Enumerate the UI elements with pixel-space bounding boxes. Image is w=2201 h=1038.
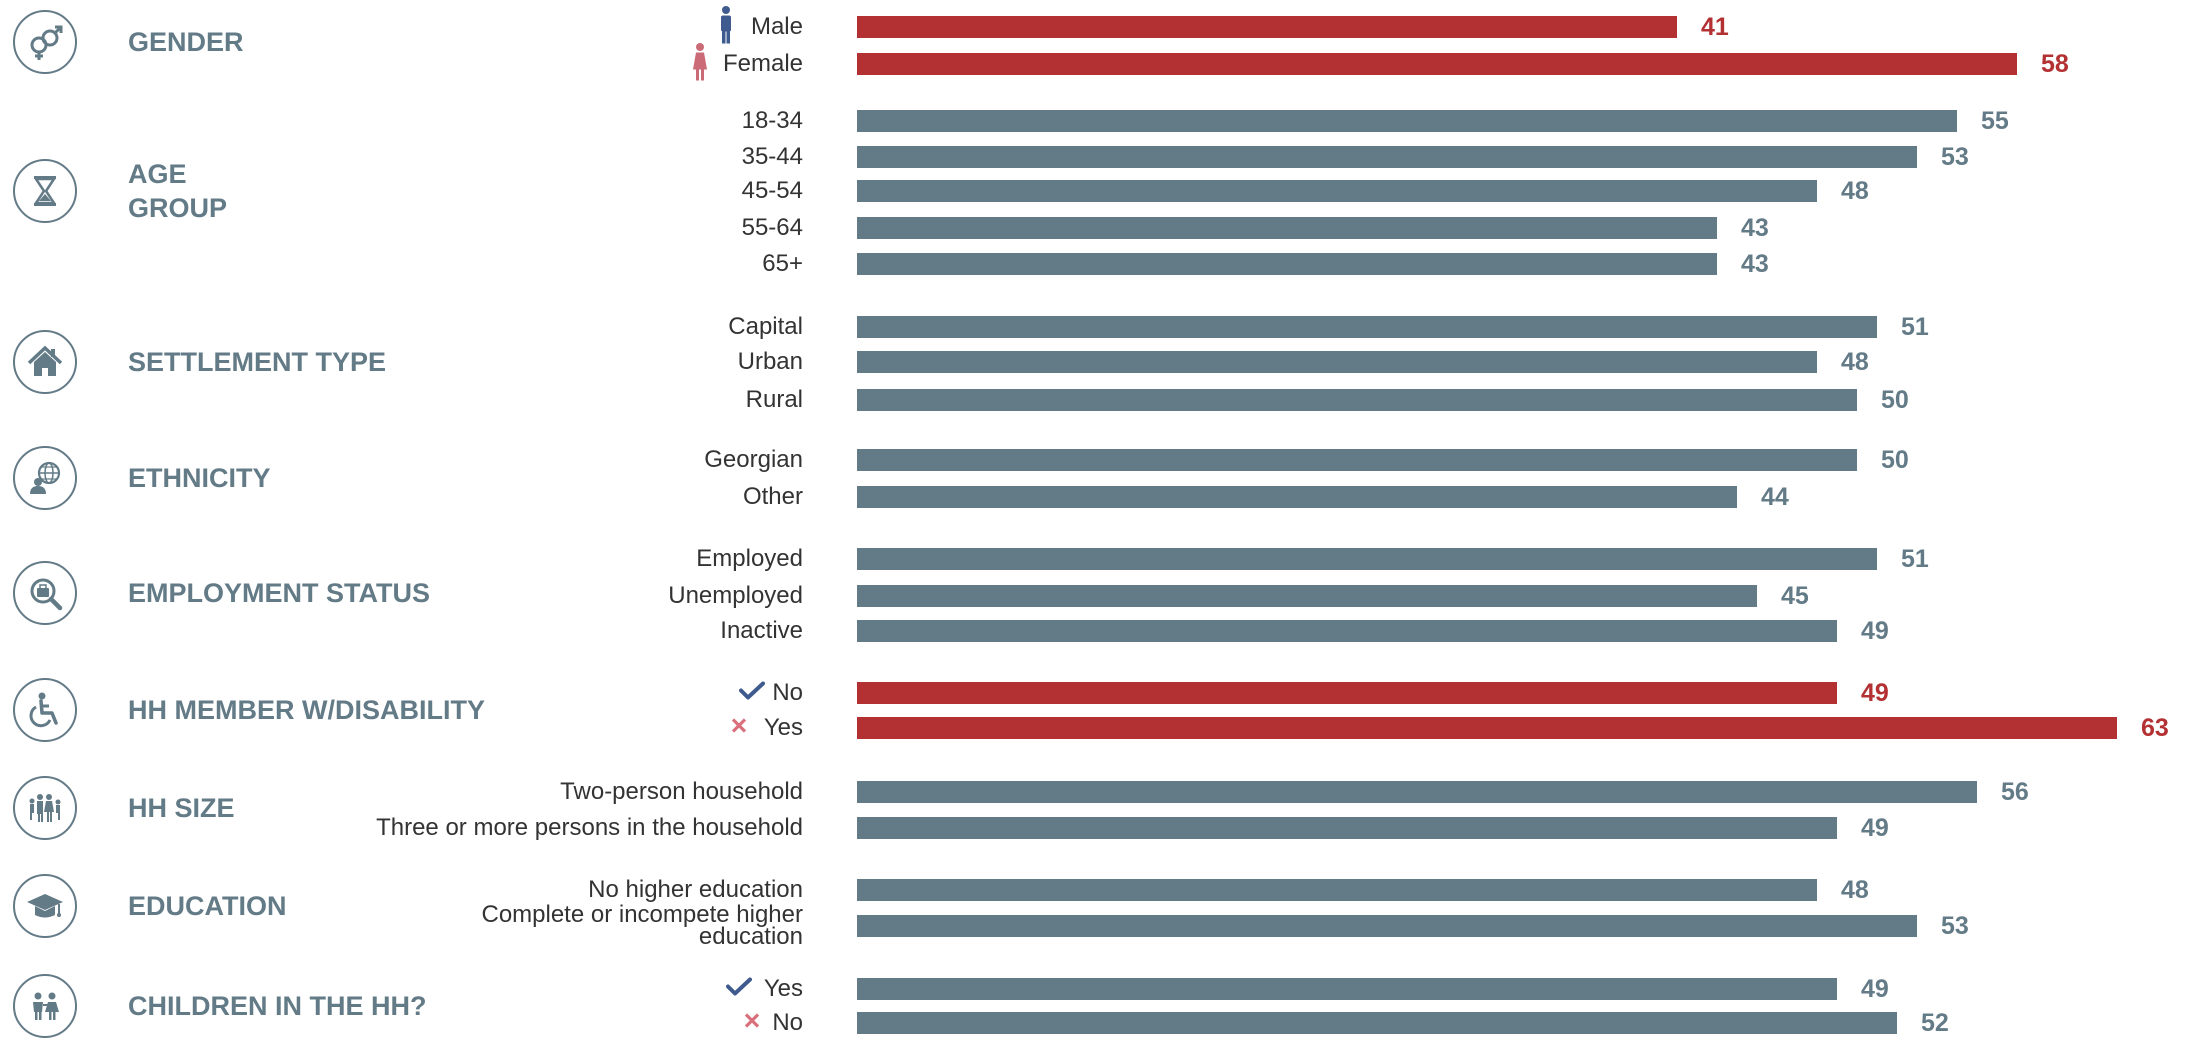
family-icon — [13, 776, 77, 840]
graduation-cap-icon — [13, 874, 77, 938]
value-label-age-group-65: 43 — [1741, 250, 1769, 278]
check-icon — [739, 681, 765, 706]
job-search-icon — [13, 561, 77, 625]
row-label-settlement-type-capital: Capital — [728, 313, 803, 340]
row-label-employment-status-employed: Employed — [696, 545, 803, 572]
row-label-children-in-the-hh-no: No — [772, 1009, 803, 1036]
bar-hh-size-two-person-household — [857, 781, 1977, 803]
row-label-hh-member-w-disability-no: No — [772, 679, 803, 706]
bar-hh-member-w-disability-no — [857, 682, 1837, 704]
value-label-hh-member-w-disability-no: 49 — [1861, 679, 1889, 707]
value-label-hh-size-two-person-household: 56 — [2001, 778, 2029, 806]
group-label-hh-member-w-disability: HH MEMBER W/DISABILITY — [128, 695, 485, 725]
group-label-ethnicity: ETHNICITY — [128, 463, 271, 493]
bar-hh-size-three-or-more-persons-in-the-household — [857, 817, 1837, 839]
group-label-settlement-type: SETTLEMENT TYPE — [128, 347, 387, 377]
globe-person-icon — [13, 446, 77, 510]
wheelchair-icon — [13, 678, 77, 742]
group-label-education: EDUCATION — [128, 891, 287, 921]
value-label-education-no-higher-education: 48 — [1841, 876, 1869, 904]
row-label-employment-status-inactive: Inactive — [720, 617, 803, 644]
value-label-education-complete-or-incompete-higher-education: 53 — [1941, 912, 1969, 940]
row-label-gender-female: Female — [722, 50, 803, 77]
check-icon — [726, 977, 752, 1002]
hourglass-icon — [13, 159, 77, 223]
value-label-age-group-55-64: 43 — [1741, 214, 1769, 242]
bar-age-group-45-54 — [857, 180, 1817, 202]
male-figure-icon — [719, 6, 733, 49]
row-label-hh-member-w-disability-yes: Yes — [763, 714, 803, 741]
children-icon — [13, 974, 77, 1038]
row-label-hh-size-three-or-more-persons-in-the-household: Three or more persons in the household — [376, 814, 803, 841]
value-label-employment-status-inactive: 49 — [1861, 617, 1889, 645]
row-label-education-no-higher-education: No higher education — [588, 876, 803, 903]
bar-employment-status-employed — [857, 548, 1877, 570]
bar-age-group-65 — [857, 253, 1717, 275]
bar-gender-female — [857, 53, 2017, 75]
value-label-employment-status-unemployed: 45 — [1781, 582, 1809, 610]
value-label-gender-female: 58 — [2041, 50, 2069, 78]
value-label-hh-member-w-disability-yes: 63 — [2141, 714, 2169, 742]
bar-education-complete-or-incompete-higher-education — [857, 915, 1917, 937]
house-icon — [13, 330, 77, 394]
bar-settlement-type-urban — [857, 351, 1817, 373]
bar-ethnicity-georgian — [857, 449, 1857, 471]
value-label-age-group-18-34: 55 — [1981, 107, 2009, 135]
value-label-children-in-the-hh-no: 52 — [1921, 1009, 1949, 1037]
value-label-settlement-type-rural: 50 — [1881, 386, 1909, 414]
bar-age-group-35-44 — [857, 146, 1917, 168]
row-label-ethnicity-other: Other — [742, 483, 803, 510]
row-label-ethnicity-georgian: Georgian — [704, 446, 803, 473]
bar-employment-status-unemployed — [857, 585, 1757, 607]
row-label-children-in-the-hh-yes: Yes — [763, 975, 803, 1002]
value-label-gender-male: 41 — [1701, 13, 1729, 41]
bar-children-in-the-hh-yes — [857, 978, 1837, 1000]
group-label-age-group: AGE GROUP — [128, 159, 228, 223]
value-label-settlement-type-urban: 48 — [1841, 348, 1869, 376]
cross-icon — [743, 1012, 761, 1035]
value-label-employment-status-employed: 51 — [1901, 545, 1929, 573]
value-label-age-group-45-54: 48 — [1841, 177, 1869, 205]
cross-icon — [730, 717, 748, 740]
bar-ethnicity-other — [857, 486, 1737, 508]
bar-age-group-18-34 — [857, 110, 1957, 132]
female-figure-icon — [692, 43, 708, 86]
row-label-settlement-type-urban: Urban — [737, 348, 803, 375]
bar-settlement-type-rural — [857, 389, 1857, 411]
bar-age-group-55-64 — [857, 217, 1717, 239]
bar-hh-member-w-disability-yes — [857, 717, 2117, 739]
row-label-age-group-65: 65+ — [762, 250, 803, 277]
value-label-children-in-the-hh-yes: 49 — [1861, 975, 1889, 1003]
group-label-gender: GENDER — [128, 27, 244, 57]
value-label-ethnicity-other: 44 — [1761, 483, 1789, 511]
group-label-hh-size: HH SIZE — [128, 793, 235, 823]
row-label-hh-size-two-person-household: Two-person household — [560, 778, 803, 805]
gender-icon — [13, 10, 77, 74]
bar-employment-status-inactive — [857, 620, 1837, 642]
bar-children-in-the-hh-no — [857, 1012, 1897, 1034]
bar-settlement-type-capital — [857, 316, 1877, 338]
row-label-age-group-18-34: 18-34 — [741, 107, 803, 134]
value-label-hh-size-three-or-more-persons-in-the-household: 49 — [1861, 814, 1889, 842]
group-label-children-in-the-hh: CHILDREN IN THE HH? — [128, 991, 427, 1021]
row-label-education-complete-or-incompete-higher-education: Complete or incompete higher education — [481, 901, 803, 950]
value-label-age-group-35-44: 53 — [1941, 143, 1969, 171]
row-label-age-group-45-54: 45-54 — [741, 177, 803, 204]
value-label-settlement-type-capital: 51 — [1901, 313, 1929, 341]
row-label-employment-status-unemployed: Unemployed — [668, 582, 803, 609]
bar-education-no-higher-education — [857, 879, 1817, 901]
value-label-ethnicity-georgian: 50 — [1881, 446, 1909, 474]
row-label-age-group-35-44: 35-44 — [741, 143, 803, 170]
row-label-gender-male: Male — [750, 13, 803, 40]
row-label-settlement-type-rural: Rural — [745, 386, 803, 413]
group-label-employment-status: EMPLOYMENT STATUS — [128, 578, 430, 608]
row-label-age-group-55-64: 55-64 — [741, 214, 803, 241]
bar-gender-male — [857, 16, 1677, 38]
